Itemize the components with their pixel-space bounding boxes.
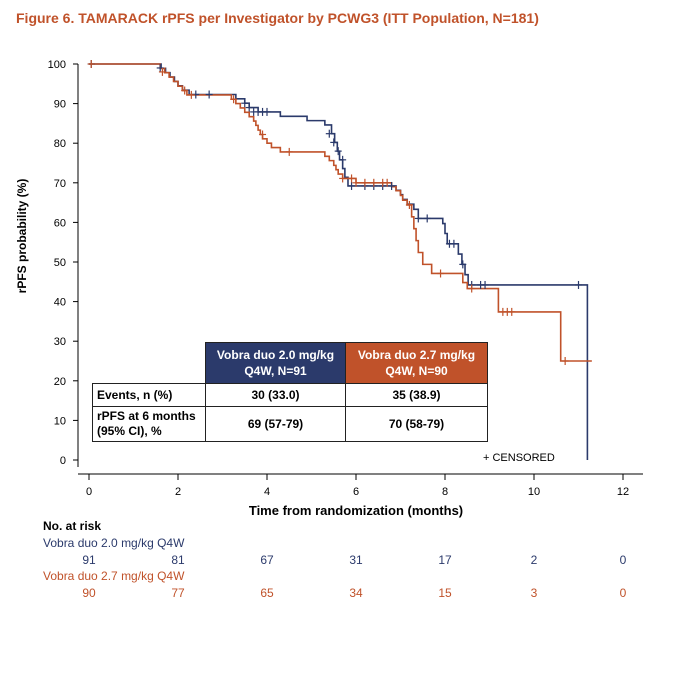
risk-value: 17 [438,553,452,567]
censor-marks [87,60,582,365]
figure-title: Figure 6. TAMARACK rPFS per Investigator… [16,10,539,26]
risk-value: 31 [349,553,363,567]
x-tick-label: 0 [86,486,92,498]
summary-cell: 35 (38.9) [345,383,488,407]
censor-mark [339,155,347,164]
censor-mark [575,280,582,289]
censor-mark [87,60,95,68]
censor-mark [459,260,467,269]
censor-mark [481,280,489,289]
risk-value: 0 [619,586,627,600]
risk-value: 15 [438,586,452,600]
y-tick-label: 70 [54,178,66,190]
censor-mark [361,178,369,187]
y-tick-label: 100 [48,59,66,71]
summary-header-2mg-line2: Q4W, N=91 [244,364,307,378]
risk-value: 81 [171,553,185,567]
y-tick-label: 80 [54,138,66,150]
censor-mark [508,307,516,316]
censor-mark [370,178,378,187]
x-tick-label: 2 [175,486,181,498]
x-tick-label: 4 [264,486,270,498]
risk-value: 2 [530,553,538,567]
censor-mark [334,147,342,156]
summary-cell: 30 (33.0) [205,383,346,407]
summary-header-row: Vobra duo 2.0 mg/kg Q4W, N=91 Vobra duo … [93,342,488,384]
censor-mark [187,90,195,99]
censor-mark [437,269,445,278]
censor-mark [230,95,238,104]
summary-cell: 70 (58-79) [345,406,488,442]
risk-group-name-2mg: Vobra duo 2.0 mg/kg Q4W [43,536,185,550]
summary-row-label-line1: rPFS at 6 months [97,409,196,423]
x-tick-label: 8 [442,486,448,498]
censor-mark [423,214,431,223]
y-tick-label: 20 [54,376,66,388]
summary-header-2.7mg-line1: Vobra duo 2.7 mg/kg [357,348,476,362]
risk-table-heading: No. at risk [43,519,102,533]
y-axis-label: rPFS probability (%) [15,179,29,294]
censor-mark [181,86,189,95]
summary-row-label: Events, n (%) [92,383,206,407]
censor-mark [325,129,333,138]
risk-value: 90 [82,586,96,600]
risk-value: 91 [82,553,96,567]
risk-value: 34 [349,586,363,600]
censor-mark [330,138,338,147]
censor-mark [259,130,267,139]
risk-group-name-2.7mg: Vobra duo 2.7 mg/kg Q4W [43,569,185,583]
summary-header-2mg: Vobra duo 2.0 mg/kg Q4W, N=91 [205,342,346,384]
summary-corner [93,343,206,384]
summary-header-2mg-line1: Vobra duo 2.0 mg/kg [216,348,335,362]
summary-row-events: Events, n (%) 30 (33.0) 35 (38.9) [92,383,488,407]
summary-row-rpfs6: rPFS at 6 months (95% CI), % 69 (57-79) … [92,406,488,442]
y-tick-label: 40 [54,297,66,309]
summary-row-label: rPFS at 6 months (95% CI), % [92,406,206,442]
risk-value: 67 [260,553,274,567]
censor-mark [348,174,356,183]
chart-axes [77,64,643,475]
censor-mark [468,284,476,293]
risk-value: 3 [530,586,538,600]
km-chart: 0 10 20 30 40 50 60 70 80 90 100 0 2 4 6 8 10 12 rPFS pr… [15,59,643,518]
censor-mark [414,214,422,223]
censor-mark [158,67,166,76]
x-tick-label: 12 [617,486,629,498]
risk-value: 0 [619,553,627,567]
summary-header-2.7mg-line2: Q4W, N=90 [385,364,448,378]
risk-value: 77 [171,586,185,600]
censor-mark [383,178,391,187]
censor-mark [263,107,271,116]
censor-mark [339,174,347,183]
y-tick-label: 0 [60,455,66,467]
summary-row-label-line2: (95% CI), % [97,424,162,438]
y-tick-label: 90 [54,99,66,111]
x-axis-ticks: 0 2 4 6 8 10 12 [86,474,629,498]
x-axis-label: Time from randomization (months) [249,503,463,518]
censor-mark [285,147,293,156]
y-tick-label: 30 [54,336,66,348]
survival-curve-2.7mg [89,63,592,362]
censor-mark [405,200,413,209]
summary-header-2.7mg: Vobra duo 2.7 mg/kg Q4W, N=90 [345,342,488,384]
x-tick-label: 10 [528,486,540,498]
censor-mark [241,99,249,108]
censored-legend: + CENSORED [483,452,555,464]
censor-mark [450,239,458,248]
y-tick-label: 50 [54,257,66,269]
censor-mark [561,357,569,365]
censor-mark [245,103,253,112]
summary-cell: 69 (57-79) [205,406,346,442]
censor-mark [348,181,356,190]
y-tick-label: 60 [54,217,66,229]
censor-mark [205,90,213,99]
risk-value: 65 [260,586,274,600]
y-tick-label: 10 [54,415,66,427]
summary-table: Vobra duo 2.0 mg/kg Q4W, N=91 Vobra duo … [92,342,488,442]
y-axis-ticks: 0 10 20 30 40 50 60 70 80 90 100 [48,59,78,467]
x-tick-label: 6 [353,486,359,498]
censor-mark [352,178,360,187]
censor-mark [388,181,396,190]
